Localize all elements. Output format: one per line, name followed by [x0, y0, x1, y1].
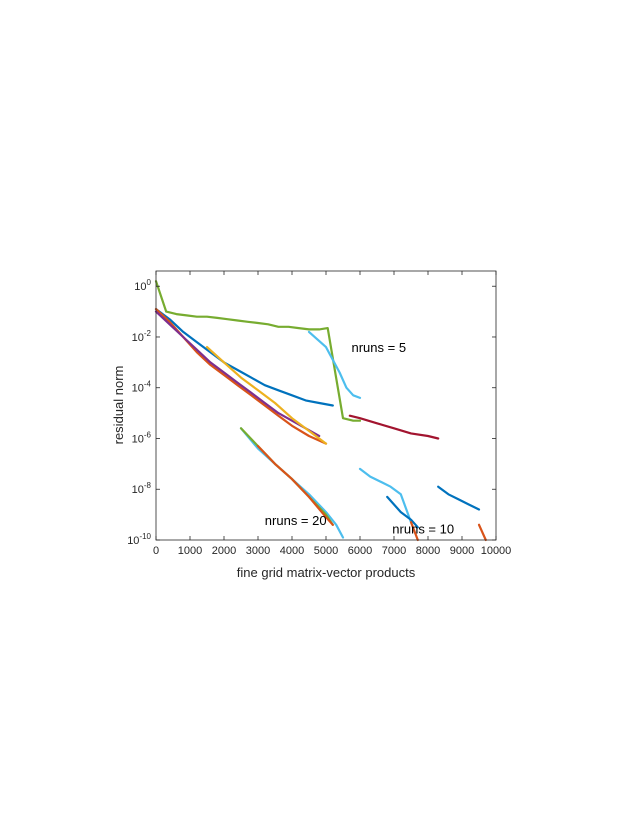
- x-tick-label: 9000: [450, 545, 474, 557]
- y-tick-base: 10: [132, 383, 144, 395]
- x-tick-label: 2000: [212, 545, 236, 557]
- y-tick-label: 10-4: [132, 380, 152, 395]
- x-tick-label: 6000: [348, 545, 372, 557]
- x-tick-label: 10000: [481, 545, 512, 557]
- y-tick-exponent: -6: [144, 430, 152, 439]
- series-line-10: [348, 414, 440, 440]
- y-tick-base: 10: [132, 332, 144, 344]
- annotation-nruns: nruns = 10: [392, 522, 454, 537]
- series-line-13: [409, 521, 419, 542]
- y-tick-exponent: -8: [144, 481, 152, 490]
- x-tick-label: 3000: [246, 545, 270, 557]
- series-line-14: [437, 485, 481, 511]
- x-tick-label: 5000: [314, 545, 338, 557]
- labels-layer: fine grid matrix-vector products residua…: [111, 366, 416, 580]
- series-layer: [154, 280, 487, 542]
- series-line-15: [477, 523, 487, 542]
- y-tick-label: 10-8: [132, 481, 152, 496]
- series-line-1: [154, 280, 362, 422]
- series-line-11: [358, 467, 413, 524]
- series-line-2: [154, 308, 334, 407]
- x-tick-label: 4000: [280, 545, 304, 557]
- annotation-nruns: nruns = 5: [352, 340, 407, 355]
- y-tick-base: 10: [127, 535, 139, 547]
- y-axis-label: residual norm: [111, 366, 126, 445]
- y-tick-exponent: -10: [139, 532, 151, 541]
- series-line-9: [307, 330, 362, 399]
- annotation-layer: nruns = 5 nruns = 10 nruns = 20: [265, 340, 454, 536]
- x-tick-label: 0: [153, 545, 159, 557]
- series-line-8: [256, 445, 334, 526]
- x-tick-label: 8000: [416, 545, 440, 557]
- y-tick-exponent: -2: [144, 329, 152, 338]
- y-tick-base: 10: [132, 433, 144, 445]
- y-tick-base: 10: [132, 484, 144, 496]
- x-tick-label: 7000: [382, 545, 406, 557]
- series-line-12: [386, 495, 419, 529]
- ticks-layer: 0 1000 2000 3000 4000 5000 6000 7000 8000 9000 100…: [127, 271, 511, 557]
- y-tick-label: 10-2: [132, 329, 152, 344]
- x-axis-label: fine grid matrix-vector products: [237, 565, 416, 580]
- series-line-4: [154, 310, 321, 438]
- y-tick-label: 10-6: [132, 430, 152, 445]
- y-tick-base: 10: [134, 281, 146, 293]
- series-line-5: [205, 346, 328, 445]
- x-tick-label: 1000: [178, 545, 202, 557]
- y-tick-label: 100: [134, 278, 151, 293]
- y-tick-exponent: -4: [144, 380, 152, 389]
- y-tick-exponent: 0: [147, 278, 152, 287]
- axes-layer: [155, 270, 497, 541]
- plot-frame: [155, 270, 497, 541]
- annotation-nruns: nruns = 20: [265, 513, 327, 528]
- y-tick-label: 10-10: [127, 532, 151, 547]
